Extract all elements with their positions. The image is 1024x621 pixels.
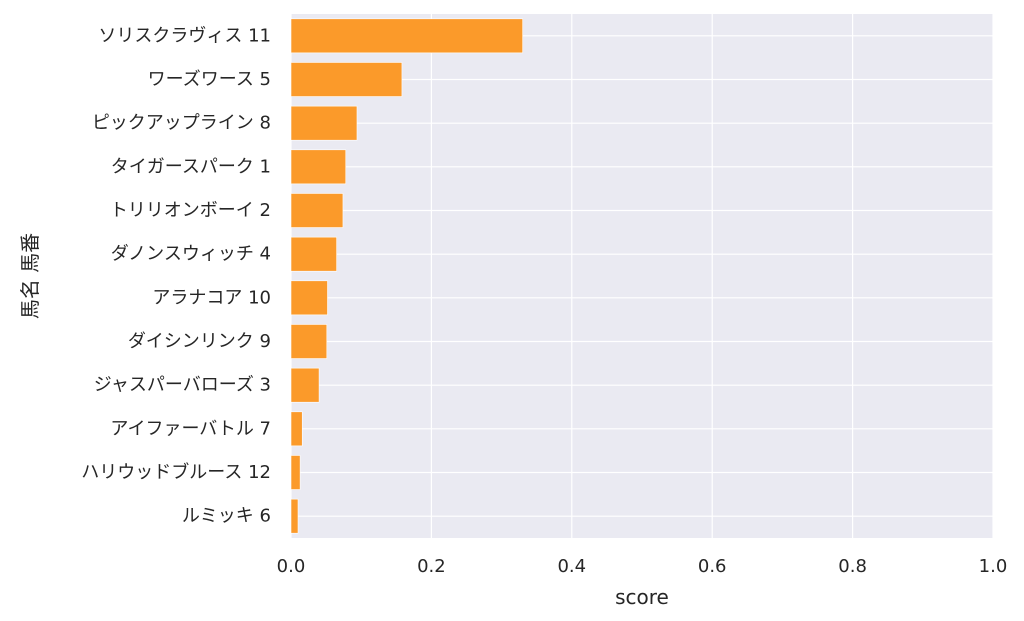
x-axis-label: score bbox=[615, 585, 669, 609]
y-tick-label: ルミッキ 6 bbox=[182, 506, 271, 527]
bar bbox=[290, 236, 337, 272]
x-tick-label: 0.6 bbox=[698, 556, 727, 577]
y-tick-label: アイファーバトル 7 bbox=[110, 418, 271, 439]
bar bbox=[290, 18, 523, 54]
y-tick-labels: ソリスクラヴィス 11 ワーズワース 5 ピックアップライン 8 タイガースパーク 1… bbox=[81, 25, 271, 526]
bar bbox=[290, 455, 301, 490]
y-tick-label: アラナコア 10 bbox=[152, 287, 271, 308]
bar bbox=[290, 367, 320, 403]
plot-area bbox=[291, 14, 993, 538]
x-tick-label: 0.4 bbox=[557, 556, 586, 577]
y-tick-label: ソリスクラヴィス 11 bbox=[98, 25, 271, 46]
y-tick-label: ピックアップライン 8 bbox=[92, 113, 271, 134]
bar bbox=[290, 193, 344, 228]
bar bbox=[290, 324, 328, 359]
bar bbox=[290, 411, 303, 447]
x-tick-label: 0.2 bbox=[417, 556, 446, 577]
bar bbox=[290, 62, 403, 97]
bar bbox=[290, 498, 299, 534]
y-tick-label: ダイシンリンク 9 bbox=[128, 331, 271, 352]
y-tick-label: タイガースパーク 1 bbox=[111, 156, 271, 177]
bar bbox=[290, 105, 358, 141]
x-tick-label: 1.0 bbox=[979, 556, 1008, 577]
bars bbox=[290, 18, 523, 534]
y-axis-label: 馬名 馬番 bbox=[18, 233, 42, 319]
bar bbox=[290, 280, 328, 316]
bar bbox=[290, 149, 347, 185]
grid-lines bbox=[290, 14, 994, 538]
x-tick-label: 0.0 bbox=[277, 556, 306, 577]
x-tick-labels: 0.0 0.2 0.4 0.6 0.8 1.0 bbox=[277, 556, 1008, 577]
y-tick-label: ジャスパーバローズ 3 bbox=[94, 375, 271, 396]
y-tick-label: トリリオンボーイ 2 bbox=[110, 200, 271, 221]
y-tick-label: ダノンスウィッチ 4 bbox=[111, 244, 271, 265]
y-tick-label: ワーズワース 5 bbox=[148, 69, 271, 90]
y-tick-label: ハリウッドブルース 12 bbox=[81, 461, 271, 483]
x-tick-label: 0.8 bbox=[838, 556, 867, 577]
